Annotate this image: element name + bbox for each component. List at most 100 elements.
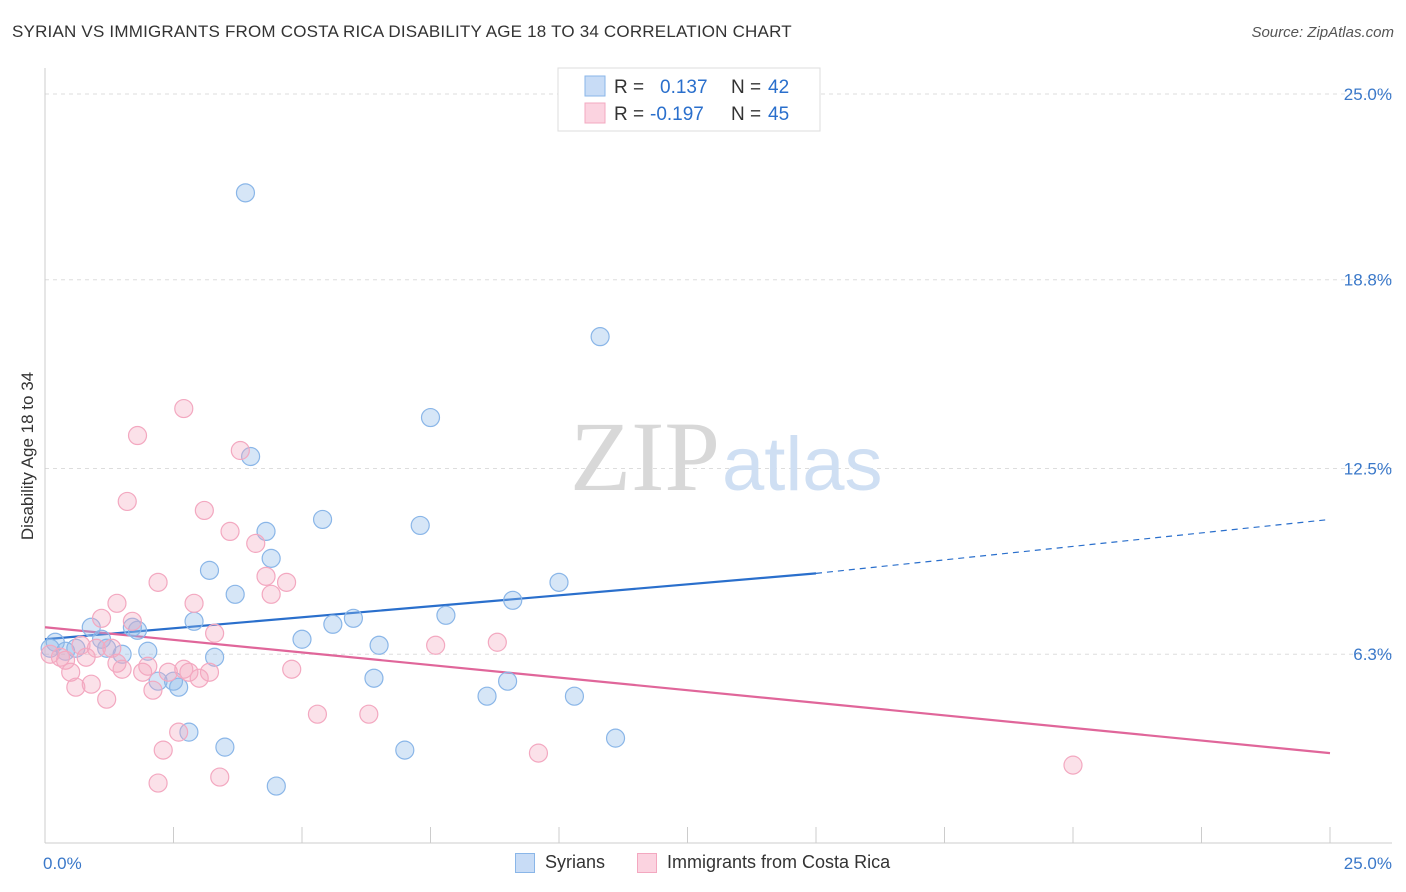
x-tick-labels: 0.0% 25.0%: [43, 854, 1392, 873]
data-point-syrians: [205, 647, 225, 667]
data-point-syrians: [564, 686, 585, 706]
legend-n-label-2: N =: [731, 104, 761, 125]
data-point-costa-rica: [426, 635, 446, 655]
data-point-syrians: [215, 737, 235, 757]
legend-item-syrians: Syrians: [515, 852, 605, 873]
data-point-syrians: [241, 446, 261, 467]
data-point-costa-rica: [184, 593, 204, 613]
legend-n-value-1: 42: [768, 77, 789, 98]
data-point-costa-rica: [307, 704, 328, 724]
data-point-costa-rica: [194, 500, 214, 521]
data-point-costa-rica: [276, 572, 297, 592]
data-point-syrians: [590, 327, 610, 347]
x-tick-label: 0.0%: [43, 854, 82, 873]
data-point-costa-rica: [102, 638, 122, 658]
legend-swatch-syrians: [515, 852, 535, 873]
legend-label-costa-rica: Immigrants from Costa Rica: [667, 852, 891, 872]
data-point-syrians: [138, 641, 158, 661]
legend-n-label-1: N =: [731, 77, 761, 98]
data-point-costa-rica: [205, 623, 225, 643]
data-point-costa-rica: [169, 722, 189, 742]
legend-bottom: Syrians Immigrants from Costa Rica: [515, 852, 912, 873]
data-point-costa-rica: [359, 704, 379, 724]
data-point-costa-rica: [61, 662, 81, 682]
data-point-syrians: [235, 183, 256, 203]
data-point-syrians: [169, 677, 189, 697]
data-point-costa-rica: [174, 659, 194, 679]
data-point-costa-rica: [210, 767, 230, 787]
trend-line-syrians: [44, 572, 817, 641]
data-point-costa-rica: [179, 662, 199, 682]
data-point-syrians: [436, 605, 456, 625]
data-point-costa-rica: [81, 674, 101, 694]
data-point-costa-rica: [107, 593, 127, 613]
legend-item-costa-rica: Immigrants from Costa Rica: [637, 852, 890, 873]
data-point-syrians: [127, 620, 148, 640]
data-point-costa-rica: [528, 743, 549, 763]
x-tick-label: 25.0%: [1344, 854, 1392, 873]
legend-swatch-syrians: [584, 75, 606, 97]
data-point-costa-rica: [199, 662, 220, 682]
data-point-costa-rica: [487, 632, 507, 652]
data-point-costa-rica: [71, 635, 91, 655]
data-point-costa-rica: [158, 662, 178, 682]
y-tick-label: 25.0%: [1344, 85, 1392, 104]
data-point-costa-rica: [86, 638, 107, 658]
data-point-costa-rica: [148, 773, 168, 793]
data-point-syrians: [420, 407, 441, 428]
data-point-syrians: [503, 590, 523, 610]
data-point-costa-rica: [97, 689, 117, 709]
trend-line-syrians-extension: [815, 518, 1331, 574]
data-point-syrians: [199, 560, 220, 580]
legend-r-label-2: R =: [614, 104, 644, 125]
data-point-syrians: [184, 611, 204, 631]
data-points: [40, 183, 1083, 796]
y-axis-label: Disability Age 18 to 34: [18, 372, 37, 540]
grid-lines: [45, 93, 1392, 655]
data-point-costa-rica: [153, 740, 173, 760]
data-point-costa-rica: [282, 659, 302, 679]
data-point-syrians: [410, 515, 430, 536]
trend-line-costa-rica: [44, 626, 1331, 755]
data-point-costa-rica: [230, 440, 250, 461]
y-tick-label: 18.8%: [1344, 271, 1392, 290]
data-point-syrians: [225, 584, 245, 604]
data-point-syrians: [292, 629, 312, 649]
data-point-costa-rica: [112, 659, 132, 679]
data-point-syrians: [312, 509, 333, 530]
legend-r-label-1: R =: [614, 77, 644, 98]
data-point-syrians: [179, 722, 199, 742]
y-tick-labels: 25.0% 18.8% 12.5% 6.3%: [1344, 85, 1392, 664]
data-point-syrians: [112, 644, 132, 664]
data-point-syrians: [549, 572, 569, 592]
legend-top: R = 0.137 N = 42 R = -0.197 N = 45: [557, 67, 821, 132]
data-point-syrians: [364, 668, 384, 688]
source-label: Source: ZipAtlas.com: [1251, 24, 1394, 41]
data-point-syrians: [605, 728, 626, 748]
data-point-costa-rica: [246, 533, 266, 553]
y-tick-label: 12.5%: [1344, 459, 1392, 478]
axes: [44, 68, 1392, 844]
data-point-costa-rica: [117, 491, 137, 512]
trend-lines: [44, 518, 1331, 755]
data-point-costa-rica: [174, 398, 194, 419]
data-point-costa-rica: [91, 608, 112, 628]
data-point-costa-rica: [1063, 755, 1083, 775]
data-point-costa-rica: [143, 680, 163, 700]
data-point-syrians: [122, 617, 142, 637]
data-point-costa-rica: [256, 566, 276, 586]
data-point-costa-rica: [50, 647, 71, 667]
data-point-costa-rica: [220, 521, 240, 542]
data-point-costa-rica: [107, 653, 127, 673]
data-point-syrians: [369, 635, 389, 655]
data-point-costa-rica: [261, 584, 281, 604]
legend-n-value-2: 45: [768, 104, 789, 125]
data-point-syrians: [343, 608, 363, 628]
watermark-atlas: atlas: [722, 422, 883, 507]
legend-swatch-costa-rica: [637, 852, 658, 873]
data-point-syrians: [261, 548, 281, 568]
data-point-syrians: [395, 740, 415, 760]
data-point-syrians: [323, 614, 343, 634]
data-point-costa-rica: [55, 650, 76, 670]
